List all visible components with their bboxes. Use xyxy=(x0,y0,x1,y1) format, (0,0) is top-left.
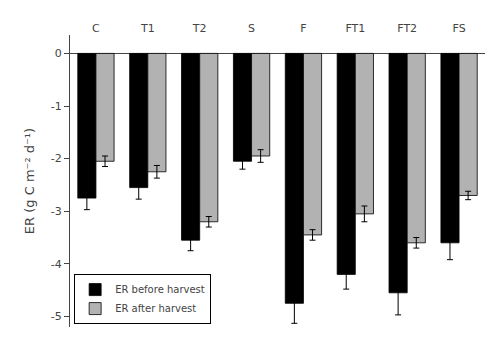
svg-text:ER after harvest: ER after harvest xyxy=(115,303,196,314)
svg-text:ER (g C m⁻² d⁻¹): ER (g C m⁻² d⁻¹) xyxy=(22,128,37,234)
svg-text:ER before harvest: ER before harvest xyxy=(115,284,205,295)
svg-text:FT1: FT1 xyxy=(345,22,365,35)
svg-text:F: F xyxy=(300,22,306,35)
svg-text:0: 0 xyxy=(55,47,62,60)
svg-text:-3: -3 xyxy=(51,205,62,218)
svg-text:T2: T2 xyxy=(192,22,207,35)
svg-text:-4: -4 xyxy=(51,258,62,271)
svg-text:-5: -5 xyxy=(51,310,62,323)
svg-text:T1: T1 xyxy=(140,22,155,35)
svg-text:-2: -2 xyxy=(51,152,62,165)
svg-text:C: C xyxy=(92,22,100,35)
svg-text:FS: FS xyxy=(452,22,465,35)
svg-text:FT2: FT2 xyxy=(397,22,417,35)
svg-text:-1: -1 xyxy=(51,100,62,113)
svg-text:S: S xyxy=(248,22,255,35)
